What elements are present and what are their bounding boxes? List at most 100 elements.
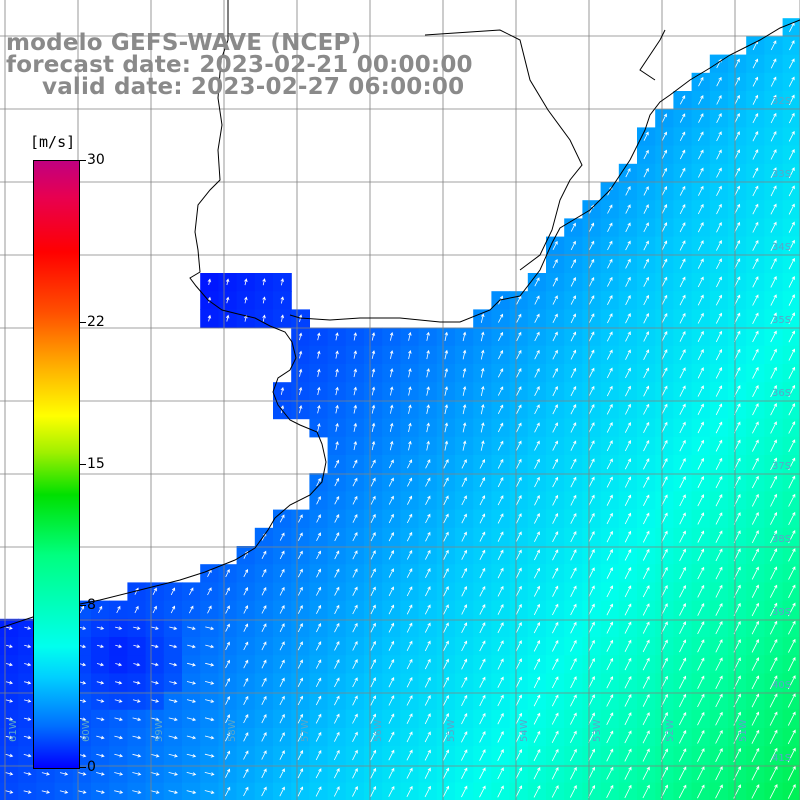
wind-arrow [170,587,176,596]
wind-cell [491,364,511,383]
wind-arrow [588,712,595,725]
wind-arrow [552,313,558,323]
wind-cell [382,709,401,729]
wind-arrow [443,676,449,688]
wind-cell [728,473,747,492]
wind-arrow [698,185,704,196]
wind-cell [728,600,747,620]
wind-arrow [352,695,358,706]
wind-arrow [497,585,504,597]
wind-cell [655,764,674,784]
wind-cell [546,673,565,693]
wind-cell [673,709,693,729]
wind-arrow [752,94,759,105]
wind-cell [673,254,693,274]
wind-cell [691,345,711,365]
wind-arrow [298,404,303,414]
wind-arrow [679,312,686,324]
wind-arrow [788,203,795,215]
wind-cell [728,582,747,602]
wind-cell [291,655,310,674]
wind-cell [509,309,529,329]
wind-cell [618,746,638,765]
wind-arrow [297,713,303,724]
wind-cell [691,764,711,784]
wind-arrow [461,549,467,560]
wind-arrow [716,167,722,178]
wind-arrow [533,748,541,762]
wind-arrow [679,222,686,233]
wind-arrow [569,748,577,762]
wind-arrow [425,568,431,578]
wind-cell [546,345,565,365]
wind-cell [527,455,547,474]
wind-cell [491,637,511,656]
wind-arrow [335,350,339,359]
wind-cell [546,709,565,729]
wind-arrow [698,113,704,123]
wind-cell [273,509,292,529]
wind-cell [382,582,401,602]
wind-cell [691,327,711,347]
wind-cell [600,473,620,492]
wind-arrow [461,585,467,597]
wind-arrow [59,772,69,776]
wind-cell [491,582,511,602]
wind-arrow [243,768,249,778]
wind-arrow [132,772,142,776]
wind-cell [455,564,474,583]
wind-arrow [335,422,339,432]
wind-cell [728,546,747,565]
wind-cell [436,618,456,638]
wind-cell [618,254,638,274]
wind-cell [291,673,310,693]
wind-arrow [588,657,595,671]
wind-arrow [279,695,285,706]
wind-cell [564,600,583,620]
wind-arrow [734,167,740,178]
wind-cell [509,655,529,674]
wind-arrow [370,604,376,615]
wind-cell [618,364,638,383]
wind-arrow [461,694,468,706]
wind-arrow [388,568,394,578]
wind-arrow [643,367,650,379]
wind-cell [273,764,292,784]
wind-cell [436,746,456,765]
wind-cell [746,345,765,365]
wind-arrow [424,622,431,633]
wind-arrow [186,772,197,776]
wind-cell [600,746,620,765]
wind-arrow [570,567,577,579]
colorbar-tick-mark [79,321,86,323]
wind-arrow [570,422,577,433]
wind-arrow [625,167,631,178]
wind-arrow [370,495,376,505]
wind-arrow [788,475,796,489]
wind-arrow [96,644,105,648]
wind-cell [309,618,329,638]
wind-arrow [788,112,795,124]
wind-arrow [607,258,613,269]
wind-arrow [552,639,559,652]
wind-cell [273,746,292,765]
wind-arrow [515,767,522,780]
wind-cell [491,709,511,729]
wind-arrow [371,404,376,414]
wind-arrow [315,695,322,706]
wind-cell [309,655,329,674]
wind-cell [637,200,656,219]
wind-cell [728,72,747,92]
wind-cell [546,327,565,347]
wind-arrow [734,149,740,160]
wind-cell [564,254,583,274]
wind-arrow [462,404,467,415]
wind-arrow [570,512,577,524]
wind-arrow [497,712,504,725]
wind-arrow [642,639,650,653]
wind-arrow [642,712,650,726]
wind-arrow [5,790,14,794]
wind-cell [436,527,456,547]
wind-arrow [734,112,740,124]
wind-arrow [150,772,160,776]
